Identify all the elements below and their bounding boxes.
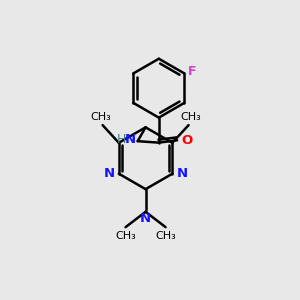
Text: CH₃: CH₃ xyxy=(90,112,111,122)
Text: O: O xyxy=(181,134,192,147)
Text: N: N xyxy=(103,167,115,180)
Text: CH₃: CH₃ xyxy=(181,112,201,122)
Text: CH₃: CH₃ xyxy=(155,231,176,241)
Text: N: N xyxy=(140,212,151,225)
Text: N: N xyxy=(176,167,188,180)
Text: H: H xyxy=(117,133,126,146)
Text: CH₃: CH₃ xyxy=(115,231,136,241)
Text: F: F xyxy=(188,64,197,78)
Text: N: N xyxy=(125,133,136,146)
